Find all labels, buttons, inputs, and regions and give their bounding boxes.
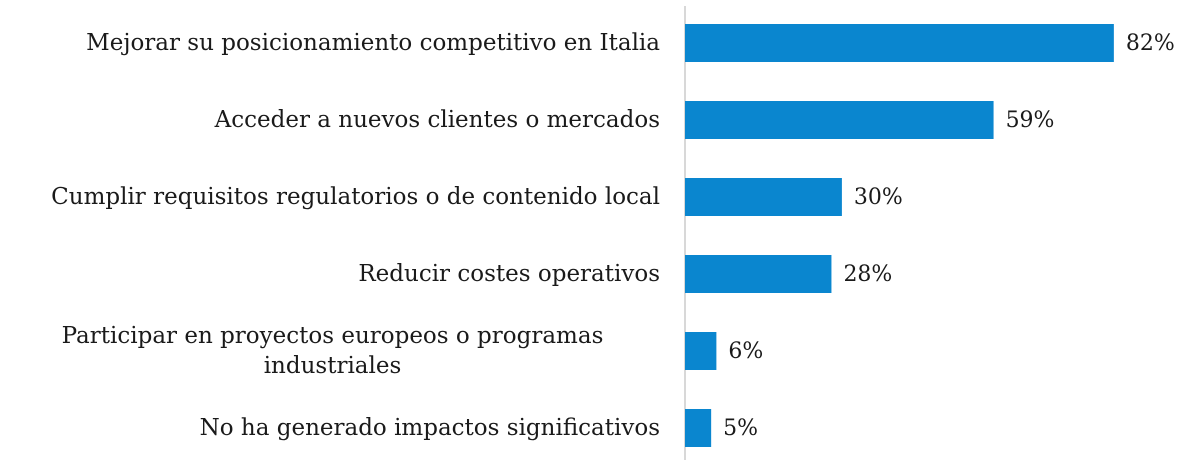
value-label: 5% <box>723 416 758 441</box>
bar <box>685 24 1114 62</box>
value-label: 30% <box>854 185 903 210</box>
category-label: Reducir costes operativos <box>358 261 660 287</box>
bar <box>685 101 994 139</box>
category-label: No ha generado impactos significativos <box>199 415 660 441</box>
value-label: 28% <box>843 262 892 287</box>
bar <box>685 332 717 370</box>
bar <box>685 178 842 216</box>
value-label: 59% <box>1006 108 1055 133</box>
category-label: Cumplir requisitos regulatorios o de con… <box>51 184 660 210</box>
value-label: 82% <box>1126 31 1175 56</box>
value-label: 6% <box>728 339 763 364</box>
category-label: Acceder a nuevos clientes o mercados <box>214 107 660 133</box>
category-label: Participar en proyectos europeos o progr… <box>61 323 604 379</box>
bar <box>685 255 832 293</box>
bar <box>685 409 712 447</box>
category-label: Mejorar su posicionamiento competitivo e… <box>86 30 660 56</box>
